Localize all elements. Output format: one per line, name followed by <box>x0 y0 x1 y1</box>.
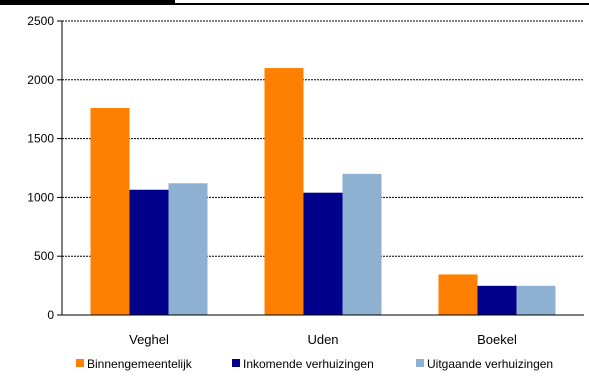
legend: Binnengemeentelijk Inkomende verhuizingen… <box>76 357 553 371</box>
bar-uden-2 <box>303 192 343 315</box>
x-category-label: Uden <box>307 332 338 347</box>
bar-veghel-3 <box>168 183 208 315</box>
legend-label: Binnengemeentelijk <box>87 357 193 371</box>
legend-swatch <box>76 359 84 367</box>
y-axis-ticks: 0 500 1000 1500 2000 2500 <box>27 14 62 322</box>
y-tick-label: 2000 <box>27 73 54 87</box>
bar-veghel-2 <box>129 189 169 315</box>
x-axis-labels: Veghel Uden Boekel <box>129 332 517 347</box>
bar-boekel-3 <box>516 285 556 315</box>
bar-veghel-1 <box>90 108 130 315</box>
legend-swatch <box>232 359 240 367</box>
x-category-label: Boekel <box>477 332 517 347</box>
cropped-heading <box>0 0 175 5</box>
x-category-label: Veghel <box>129 332 169 347</box>
legend-label: Inkomende verhuizingen <box>243 357 374 371</box>
y-tick-label: 500 <box>34 249 54 263</box>
bar-boekel-2 <box>477 285 517 315</box>
bar-boekel-1 <box>438 274 478 315</box>
bars <box>90 68 556 315</box>
y-tick-label: 2500 <box>27 14 54 28</box>
bar-uden-1 <box>264 68 304 315</box>
bar-uden-3 <box>342 173 382 315</box>
legend-swatch <box>416 359 424 367</box>
y-tick-label: 0 <box>47 308 54 322</box>
y-tick-label: 1500 <box>27 132 54 146</box>
y-tick-label: 1000 <box>27 190 54 204</box>
legend-label: Uitgaande verhuizingen <box>427 357 553 371</box>
